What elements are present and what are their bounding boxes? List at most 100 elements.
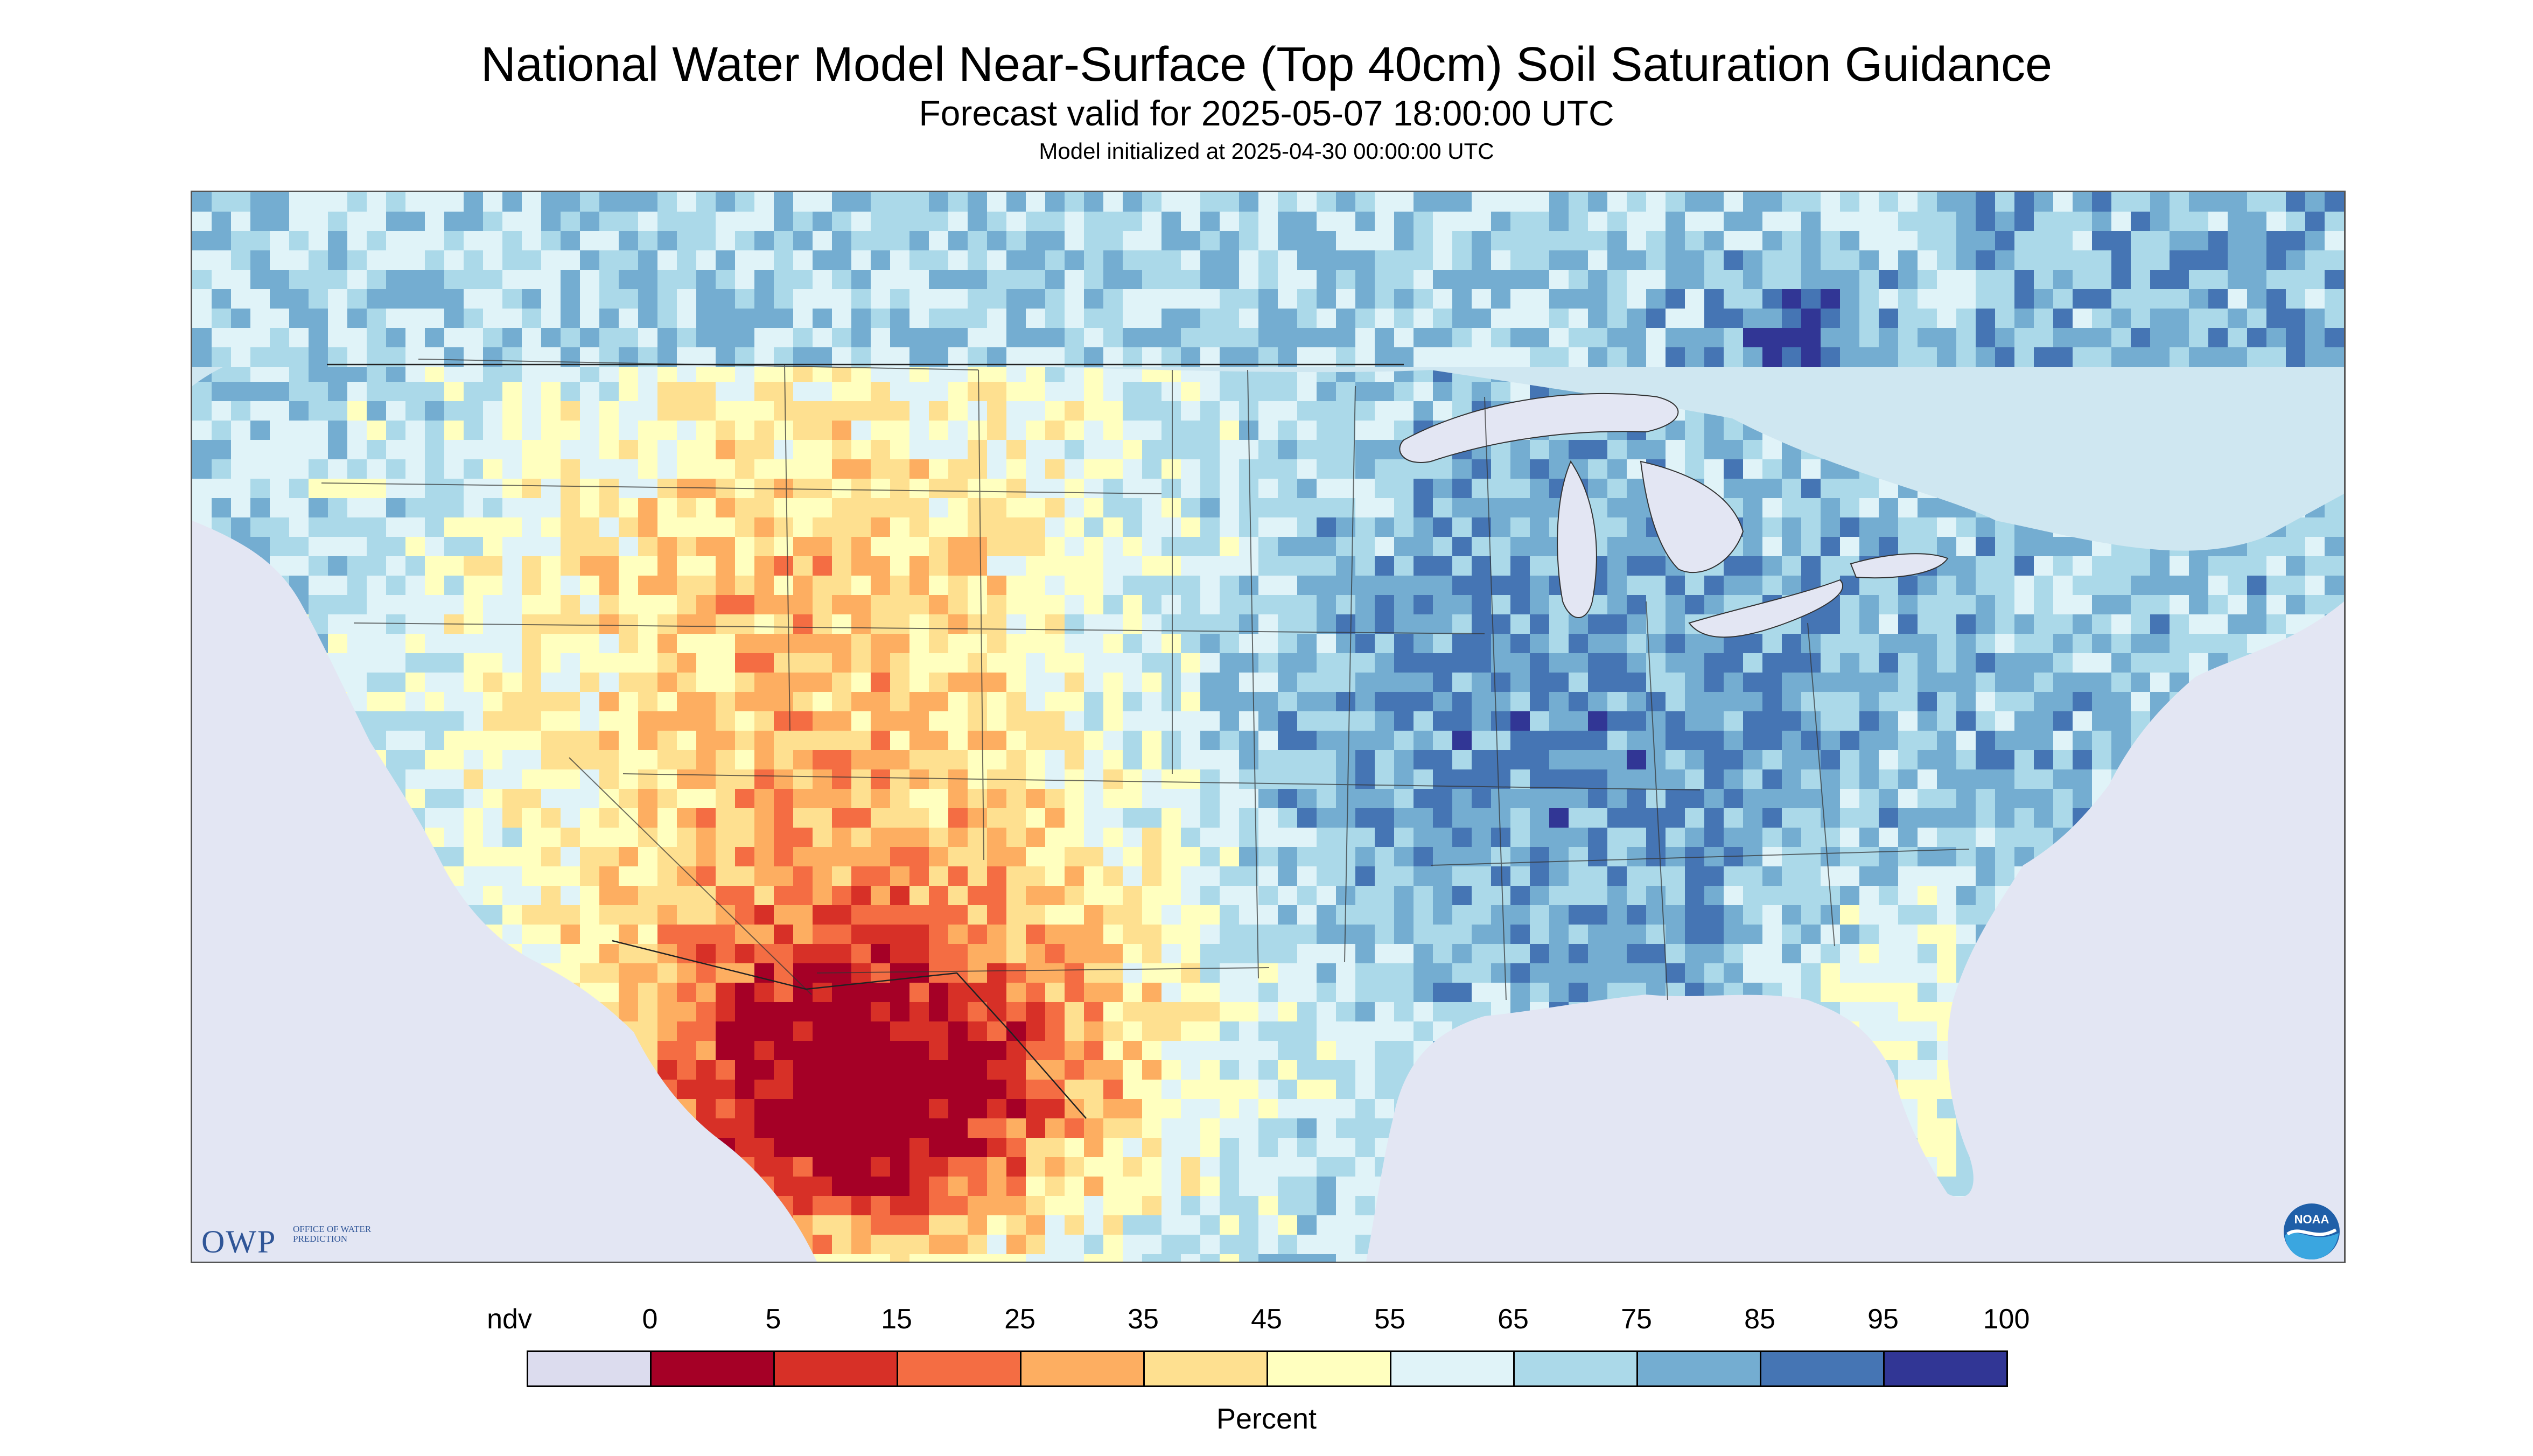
heat-cell (2092, 634, 2112, 654)
heat-cell (347, 537, 367, 557)
heat-cell (619, 556, 639, 576)
heat-cell (716, 556, 736, 576)
heat-cell (793, 634, 813, 654)
heat-cell (909, 537, 929, 557)
heat-cell (1840, 808, 1860, 828)
heat-cell (1026, 886, 1046, 906)
heat-cell (1743, 576, 1763, 596)
heat-cell (638, 556, 658, 576)
heat-cell (1394, 925, 1414, 944)
heat-cell (541, 556, 561, 576)
heat-cell (1336, 692, 1356, 712)
heat-cell (347, 498, 367, 518)
heat-cell (1588, 711, 1608, 731)
heat-cell (1646, 750, 1666, 770)
heat-cell (1394, 1021, 1414, 1041)
heat-cell (1801, 905, 1821, 925)
heat-cell (890, 886, 910, 906)
heat-cell (1414, 847, 1433, 867)
heat-cell (541, 886, 561, 906)
heat-cell (1123, 440, 1143, 460)
heat-cell (1026, 789, 1046, 809)
heat-cell (1336, 1002, 1356, 1022)
heat-cell (1588, 886, 1608, 906)
heat-cell (1200, 847, 1220, 867)
heat-cell (1200, 963, 1220, 983)
heat-cell (2092, 711, 2112, 731)
heat-cell (1065, 1138, 1084, 1158)
heat-cell (1394, 866, 1414, 886)
heat-cell (1317, 1002, 1337, 1022)
heat-cell (1743, 653, 1763, 673)
heat-cell (1433, 925, 1453, 944)
heat-cell (1161, 866, 1181, 886)
heat-cell (1181, 905, 1201, 925)
heat-cell (909, 1118, 929, 1138)
heat-cell (1220, 382, 1240, 402)
heat-cell (987, 614, 1007, 634)
heat-cell (754, 750, 774, 770)
heat-cell (1801, 479, 1821, 499)
heat-cell (677, 498, 697, 518)
heat-cell (1336, 421, 1356, 440)
heat-cell (1762, 886, 1782, 906)
heat-cell (1278, 789, 1298, 809)
heat-cell (1297, 1118, 1317, 1138)
heat-cell (1840, 634, 1860, 654)
heat-cell (1336, 1118, 1356, 1138)
heat-cell (1491, 731, 1511, 751)
heat-cell (1569, 731, 1589, 751)
heat-cell (1704, 692, 1724, 712)
heat-cell (1685, 692, 1705, 712)
heat-cell (1103, 595, 1123, 615)
heat-cell (599, 576, 619, 596)
heat-cell (774, 440, 794, 460)
heat-cell (1006, 1177, 1026, 1196)
heat-cell (1569, 769, 1589, 789)
heat-cell (1200, 886, 1220, 906)
heat-cell (909, 1060, 929, 1080)
heat-cell (405, 711, 425, 731)
heat-cell (774, 401, 794, 421)
heat-cell (735, 537, 755, 557)
heat-cell (1084, 498, 1104, 518)
heat-cell (1123, 886, 1143, 906)
heat-cell (231, 421, 251, 440)
heat-cell (1394, 537, 1414, 557)
heat-cell (1937, 576, 1957, 596)
heat-cell (1142, 711, 1162, 731)
heat-cell (1530, 498, 1550, 518)
heat-cell (754, 944, 774, 964)
heat-cell (1782, 673, 1802, 692)
heat-cell (309, 401, 328, 421)
heat-cell (638, 692, 658, 712)
heat-cell (948, 886, 968, 906)
heat-cell (1045, 517, 1065, 537)
heat-cell (948, 440, 968, 460)
heat-cell (1200, 1060, 1220, 1080)
heat-cell (1181, 1041, 1201, 1061)
heat-cell (1336, 789, 1356, 809)
heat-cell (1743, 440, 1763, 460)
heat-cell (1317, 983, 1337, 1003)
heat-cell (1452, 789, 1472, 809)
heat-cell (793, 653, 813, 673)
heat-cell (968, 847, 988, 867)
heat-cell (386, 731, 406, 751)
heat-cell (929, 401, 949, 421)
heat-cell (1801, 963, 1821, 983)
heat-cell (1239, 595, 1259, 615)
heat-cell (1181, 459, 1201, 479)
heat-cell (464, 866, 484, 886)
heat-cell (2131, 576, 2151, 596)
heat-cell (2014, 711, 2034, 731)
heat-cell (464, 576, 484, 596)
heat-cell (1375, 789, 1395, 809)
heat-cell (1181, 517, 1201, 537)
heat-cell (1394, 1002, 1414, 1022)
heat-cell (1510, 808, 1530, 828)
heat-cell (1045, 556, 1065, 576)
heat-cell (522, 556, 542, 576)
heat-cell (987, 595, 1007, 615)
heat-cell (1239, 1060, 1259, 1080)
